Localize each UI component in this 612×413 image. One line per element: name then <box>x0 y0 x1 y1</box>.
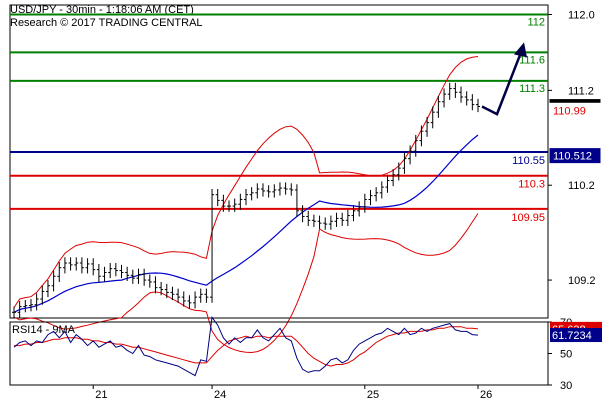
level-label: 111.6 <box>519 54 545 66</box>
price-tag-label: 110.99 <box>553 105 586 117</box>
rsi-tag <box>550 328 602 343</box>
x-tick-label: 24 <box>214 389 226 401</box>
price-tag <box>549 102 601 118</box>
rsi-y-tick-label: 50 <box>560 349 572 361</box>
level-label: 111.3 <box>519 83 545 95</box>
upper-band-line <box>13 56 479 308</box>
rsi-y-tick-label: 30 <box>560 380 572 392</box>
price-tag-label: 110.512 <box>553 151 592 163</box>
research-credit: Research © 2017 TRADING CENTRAL <box>10 17 203 29</box>
price-panel-frame <box>9 4 549 319</box>
rsi-tag-label: 61.7234 <box>552 330 592 342</box>
price-tag <box>549 148 601 164</box>
indicator-title: RSI14 - 9MA <box>12 324 76 336</box>
level-label: 110.55 <box>512 155 545 167</box>
instrument-title: USD/JPY - 30min - 1:18:06 AM (CET) <box>10 4 194 16</box>
moving-average-line <box>13 134 479 313</box>
y-tick-label: 112.0 <box>568 9 595 21</box>
x-tick-label: 25 <box>367 389 379 401</box>
level-label: 109.95 <box>511 212 545 224</box>
forecast-arrow-head <box>514 42 527 58</box>
level-label: 110.3 <box>518 179 545 191</box>
x-tick-label: 21 <box>95 389 107 401</box>
level-label: 112 <box>527 16 545 28</box>
forecast-arrow-line <box>481 51 523 116</box>
y-tick-label: 111.2 <box>568 85 594 97</box>
x-tick-label: 26 <box>480 389 492 401</box>
rsi-line <box>13 315 479 377</box>
lower-band-line <box>13 213 479 354</box>
y-tick-label: 109.2 <box>568 275 596 287</box>
y-tick-label: 110.2 <box>568 180 595 192</box>
